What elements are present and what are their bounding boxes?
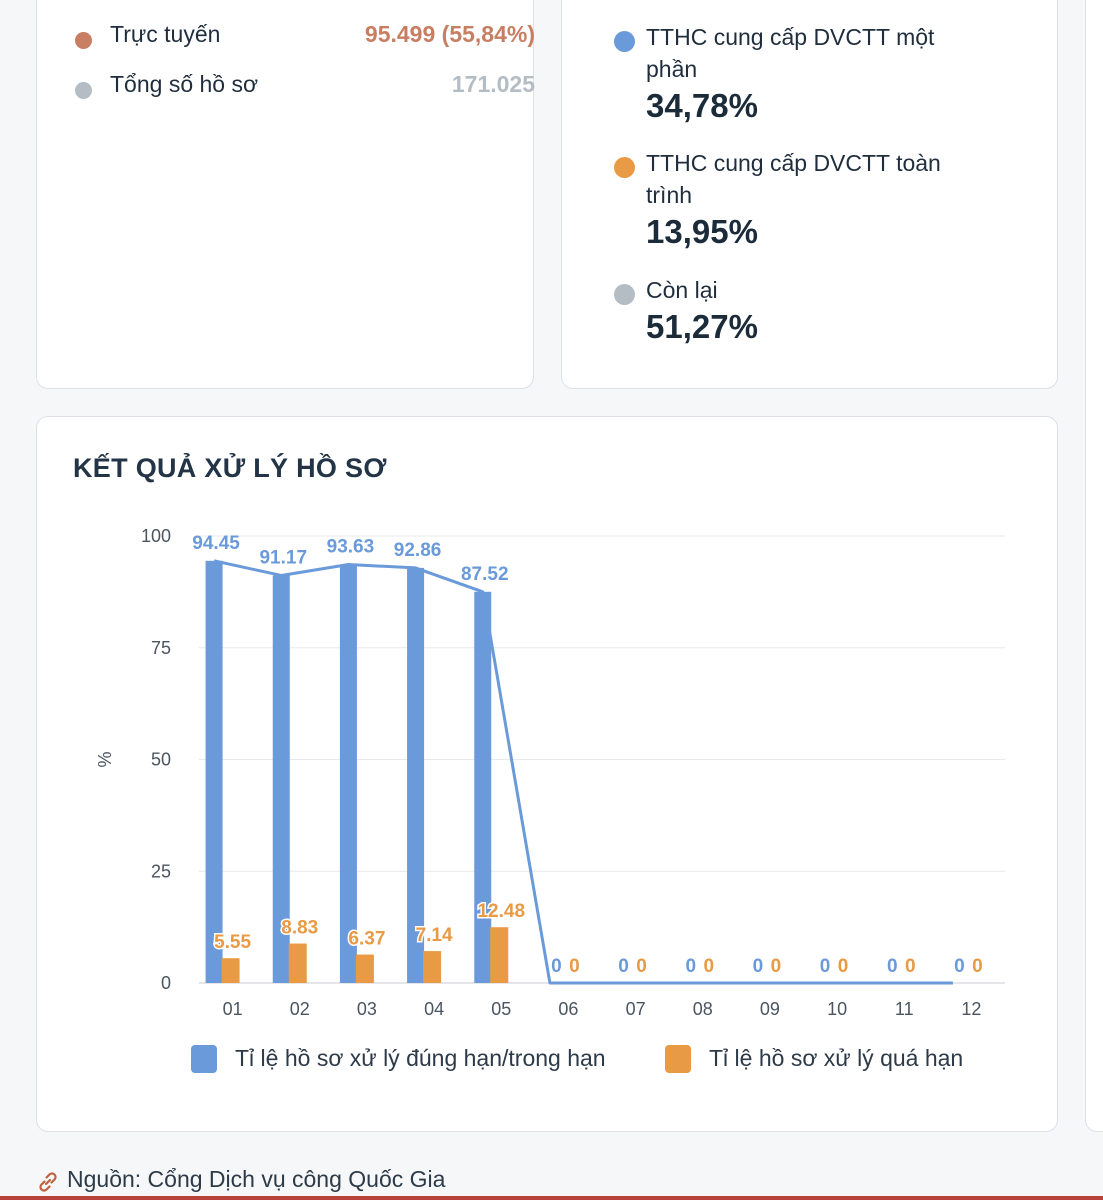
bar-overdue: [221, 958, 240, 983]
data-label-overdue: 5.55: [214, 932, 251, 953]
data-label-on-time: 91.17: [259, 547, 307, 568]
data-label-on-time: 94.45: [192, 533, 240, 554]
bar-on-time: [272, 575, 290, 983]
data-label-on-time: 0: [887, 956, 898, 977]
legend-label: Còn lại: [646, 277, 718, 303]
x-tick-label: 12: [961, 999, 981, 1019]
bar-on-time: [205, 560, 223, 983]
stat-label: Tổng số hồ sơ: [110, 71, 259, 97]
x-tick-label: 06: [558, 999, 578, 1019]
data-label-on-time: 93.63: [327, 536, 375, 557]
legend-swatch-overdue: [665, 1045, 691, 1073]
legend-label-on-time: Tỉ lệ hồ sơ xử lý đúng hạn/trong hạn: [235, 1045, 606, 1071]
bar-chart: 0255075100%0194.455.550291.178.830393.63…: [95, 526, 1005, 1019]
stat-value: 171.025: [451, 71, 535, 97]
legend-dot: [614, 31, 635, 52]
legend-percent: 34,78%: [646, 87, 758, 124]
legend-label-overdue: Tỉ lệ hồ sơ xử lý quá hạn: [709, 1045, 964, 1071]
legend-percent: 13,95%: [646, 213, 758, 250]
y-tick-label: 100: [141, 526, 171, 546]
data-label-overdue: 7.14: [416, 925, 453, 946]
bar-on-time: [339, 564, 357, 983]
x-tick-label: 07: [626, 999, 646, 1019]
y-tick-label: 75: [151, 638, 171, 658]
stat-row-online: Trực tuyến 95.499 (55,84%): [75, 21, 535, 51]
total-dot: [75, 82, 92, 99]
x-tick-label: 05: [491, 999, 511, 1019]
line-on-time: [213, 559, 953, 985]
data-label-overdue: 0: [838, 956, 849, 977]
x-tick-label: 11: [895, 999, 914, 1019]
bar-overdue: [490, 927, 509, 983]
data-label-on-time: 0: [685, 956, 696, 977]
data-label-on-time: 0: [820, 956, 831, 977]
x-tick-label: 02: [290, 999, 310, 1019]
data-label-overdue: 0: [972, 956, 983, 977]
data-label-overdue: 0: [771, 956, 782, 977]
y-tick-label: 0: [161, 973, 171, 993]
procedure-share-card: TTHC cung cấp DVCTT một phần 34,78% TTHC…: [561, 0, 1058, 389]
data-label-overdue: 12.48: [477, 901, 525, 922]
source-link[interactable]: Nguồn: Cổng Dịch vụ công Quốc Gia: [67, 1166, 446, 1192]
data-label-on-time: 0: [753, 956, 764, 977]
data-label-overdue: 0: [569, 956, 580, 977]
processing-results-card: KẾT QUẢ XỬ LÝ HỒ SƠ 0 25 50 75 100% 01 94.45 5.…: [36, 416, 1058, 1132]
bar-on-time: [407, 567, 425, 983]
bar-on-time: [474, 591, 492, 983]
legend-dot: [614, 157, 635, 178]
data-label-on-time: 92.86: [394, 540, 442, 561]
adjacent-card-edge: [1085, 0, 1103, 1132]
data-label-overdue: 0: [703, 956, 714, 977]
legend-swatch-on-time: [191, 1045, 217, 1073]
legend-label: TTHC cung cấp DVCTT toàn trình: [646, 150, 941, 208]
legend-percent: 51,27%: [646, 308, 758, 345]
data-label-on-time: 0: [954, 956, 965, 977]
online-stats-card: Trực tuyến 95.499 (55,84%) Tổng số hồ sơ…: [36, 0, 535, 389]
bar-overdue: [288, 943, 307, 983]
x-tick-label: 09: [760, 999, 780, 1019]
bar-overdue: [423, 951, 442, 983]
x-tick-label: 03: [357, 999, 377, 1019]
y-tick-label: 25: [151, 861, 171, 881]
stat-label: Trực tuyến: [110, 21, 221, 47]
stat-value: 95.499 (55,84%): [364, 21, 535, 47]
footer-accent-rule: [0, 1196, 1103, 1200]
link-icon: [39, 1172, 57, 1192]
legend-dot: [614, 284, 635, 305]
y-tick-label: 50: [151, 750, 171, 770]
y-axis-title: %: [95, 751, 115, 767]
legend-label: TTHC cung cấp DVCTT một phần: [646, 24, 935, 82]
data-label-overdue: 6.37: [348, 929, 385, 950]
x-tick-label: 04: [424, 999, 444, 1019]
stat-row-total: Tổng số hồ sơ 171.025: [75, 71, 535, 101]
data-label-overdue: 0: [636, 956, 647, 977]
x-tick-label: 10: [827, 999, 847, 1019]
data-label-on-time: 0: [618, 956, 629, 977]
online-dot: [75, 32, 92, 49]
x-tick-label: 08: [693, 999, 713, 1019]
bar-overdue: [355, 954, 374, 983]
x-tick-label: 01: [223, 999, 243, 1019]
data-label-overdue: 8.83: [281, 918, 318, 939]
data-label-on-time: 87.52: [461, 564, 509, 585]
chart-title: KẾT QUẢ XỬ LÝ HỒ SƠ: [73, 453, 387, 483]
data-label-overdue: 0: [905, 956, 916, 977]
data-label-on-time: 0: [551, 956, 562, 977]
footer: [0, 1158, 1103, 1200]
